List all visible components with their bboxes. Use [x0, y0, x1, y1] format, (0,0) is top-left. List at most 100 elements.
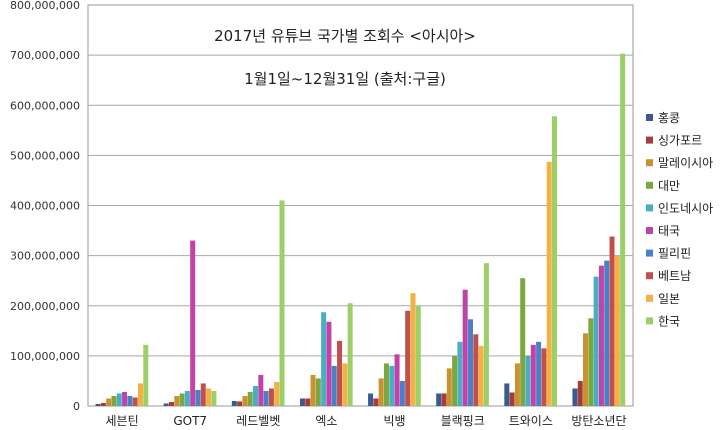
chart-title: 2017년 유튜브 국가별 조회수 <아시아>: [214, 27, 476, 45]
bar: [274, 381, 280, 406]
bar: [132, 397, 138, 406]
bar: [462, 289, 468, 406]
bar: [389, 365, 395, 406]
x-tick-label: GOT7: [173, 414, 207, 428]
bar: [405, 310, 411, 406]
y-tick-label: 400,000,000: [10, 200, 80, 213]
y-tick-label: 300,000,000: [10, 250, 80, 263]
x-tick-label: 레드벨벳: [236, 414, 280, 428]
legend-label: 인도네시아: [658, 201, 713, 215]
legend-label: 말레이시아: [658, 156, 713, 170]
legend-swatch: [646, 159, 653, 167]
bar: [572, 388, 578, 406]
bar: [331, 365, 337, 406]
bar: [436, 393, 442, 406]
bar: [168, 401, 174, 406]
bar: [242, 395, 248, 406]
legend-label: 태국: [658, 224, 680, 238]
x-axis-categories: 세븐틴 GOT7 레드벨벳 엑소 빅뱅 블랙핑크 트와이스 방탄소년단: [106, 414, 627, 428]
x-tick-label: 엑소: [315, 414, 337, 428]
legend-swatch: [646, 317, 653, 325]
legend-label: 대만: [658, 179, 680, 193]
y-tick-label: 200,000,000: [10, 300, 80, 313]
y-tick-label: 700,000,000: [10, 49, 80, 62]
bar: [179, 393, 185, 406]
chart-subtitle: 1월1일~12월31일 (출처:구글): [244, 70, 446, 88]
bar: [143, 344, 149, 406]
x-tick-label: 세븐틴: [106, 414, 139, 428]
bar: [310, 374, 316, 406]
y-tick-label: 600,000,000: [10, 99, 80, 112]
bar: [305, 398, 311, 406]
bar: [137, 383, 143, 406]
y-tick-label: 100,000,000: [10, 350, 80, 363]
bar: [509, 392, 515, 406]
bar: [299, 398, 305, 406]
bar: [514, 363, 520, 406]
bar: [95, 403, 101, 406]
x-tick-label: 방탄소년단: [571, 414, 626, 428]
bar: [373, 398, 379, 406]
bar: [546, 161, 552, 406]
bar: [609, 236, 615, 406]
legend-swatch: [646, 294, 653, 302]
bar: [620, 53, 626, 407]
bar: [206, 388, 212, 406]
bar: [614, 255, 620, 406]
bar: [593, 276, 599, 406]
bar: [504, 383, 510, 406]
bar: [106, 398, 112, 406]
bar: [383, 363, 389, 406]
bar: [577, 380, 583, 406]
legend-label: 싱가포르: [658, 134, 702, 148]
bar: [525, 355, 531, 406]
y-tick-label: 500,000,000: [10, 149, 80, 162]
legend-swatch: [646, 136, 653, 144]
bar: [520, 278, 526, 406]
x-tick-label: 블랙핑크: [441, 414, 485, 428]
bar: [237, 401, 243, 406]
legend-swatch: [646, 114, 653, 121]
x-tick-label: 트와이스: [509, 414, 553, 428]
bar: [111, 395, 117, 406]
bar: [536, 341, 542, 406]
bar: [200, 383, 206, 406]
bar: [211, 390, 217, 406]
legend-swatch: [646, 249, 653, 257]
legend-swatch: [646, 204, 653, 212]
legend-label: 홍콩: [658, 111, 680, 125]
bar: [467, 319, 473, 406]
bar: [195, 389, 201, 406]
bar: [410, 293, 416, 406]
legend-swatch: [646, 272, 653, 280]
bar: [530, 344, 536, 406]
bar: [184, 390, 190, 406]
y-tick-label: 800,000,000: [10, 0, 80, 12]
bar: [446, 368, 452, 406]
bar: [326, 321, 332, 406]
bar: [342, 363, 348, 406]
bar: [253, 385, 259, 406]
bar: [337, 340, 343, 406]
bar: [473, 334, 479, 406]
bar: [604, 260, 610, 406]
bar: [399, 380, 405, 406]
bar: [263, 390, 269, 406]
y-tick-label: 0: [73, 400, 80, 413]
legend-swatch: [646, 181, 653, 189]
bar: [116, 393, 122, 406]
bar: [552, 116, 558, 406]
bar: [588, 318, 594, 406]
bar: [394, 354, 400, 406]
bar: [127, 395, 133, 406]
bars: [95, 53, 626, 407]
bar: [268, 388, 274, 406]
y-axis-ticks: 0 100,000,000 200,000,000 300,000,000 400,00…: [10, 0, 80, 413]
legend-swatch: [646, 227, 653, 234]
bar: [483, 263, 489, 406]
bar: [478, 345, 484, 406]
bar: [415, 305, 421, 406]
bar: [122, 391, 128, 406]
